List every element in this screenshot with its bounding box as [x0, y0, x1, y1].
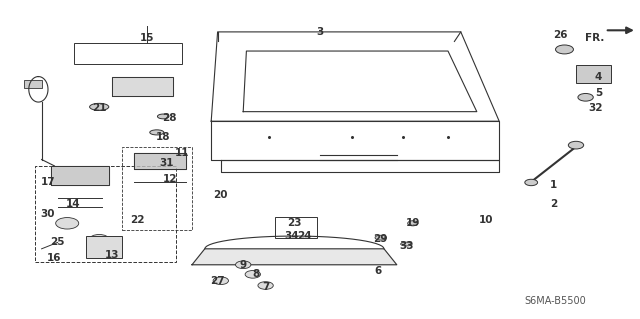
Ellipse shape: [375, 235, 387, 240]
Circle shape: [578, 93, 593, 101]
Polygon shape: [192, 249, 397, 265]
Bar: [275, 217, 317, 238]
Circle shape: [90, 234, 109, 244]
Bar: [24, 80, 42, 88]
Text: 7: 7: [262, 282, 269, 292]
Ellipse shape: [90, 103, 109, 110]
Text: 21: 21: [92, 103, 106, 114]
Text: 16: 16: [47, 253, 61, 263]
Ellipse shape: [401, 242, 412, 246]
Text: 23: 23: [287, 218, 301, 228]
Text: 11: 11: [175, 148, 189, 158]
Text: 10: 10: [479, 215, 493, 225]
Bar: [122, 147, 192, 230]
Text: 18: 18: [156, 132, 170, 142]
Text: 4: 4: [595, 71, 602, 82]
Text: 26: 26: [553, 30, 567, 40]
Circle shape: [236, 261, 251, 269]
Circle shape: [245, 271, 260, 278]
Text: 22: 22: [131, 215, 145, 225]
Circle shape: [568, 141, 584, 149]
Polygon shape: [134, 153, 186, 169]
Text: 6: 6: [374, 266, 381, 276]
Text: 34: 34: [284, 231, 298, 241]
Text: 31: 31: [159, 158, 173, 168]
Ellipse shape: [157, 114, 169, 119]
Bar: [74, 43, 182, 64]
Polygon shape: [112, 77, 173, 96]
Bar: [576, 65, 611, 83]
Text: 1: 1: [550, 180, 557, 190]
Circle shape: [525, 179, 538, 186]
Text: 19: 19: [406, 218, 420, 228]
Text: 32: 32: [588, 103, 602, 114]
Text: 13: 13: [105, 250, 119, 260]
Text: 8: 8: [252, 269, 260, 279]
Bar: [86, 236, 122, 258]
Ellipse shape: [150, 130, 164, 135]
Text: 14: 14: [67, 199, 81, 209]
Text: S6MA-B5500: S6MA-B5500: [525, 296, 586, 306]
Text: 17: 17: [41, 177, 55, 187]
Text: 24: 24: [297, 231, 311, 241]
Circle shape: [258, 282, 273, 289]
Text: 29: 29: [374, 234, 388, 244]
Text: 2: 2: [550, 199, 557, 209]
Circle shape: [556, 45, 573, 54]
Text: 30: 30: [41, 209, 55, 219]
Circle shape: [213, 277, 228, 285]
Text: 33: 33: [399, 241, 413, 251]
Text: 3: 3: [316, 27, 324, 37]
Text: 20: 20: [214, 189, 228, 200]
Text: 28: 28: [163, 113, 177, 123]
Text: 25: 25: [51, 237, 65, 248]
Ellipse shape: [408, 221, 418, 226]
Text: 5: 5: [595, 87, 602, 98]
Text: 15: 15: [140, 33, 154, 43]
Bar: [35, 166, 176, 262]
Polygon shape: [51, 166, 109, 185]
Text: 9: 9: [239, 260, 247, 270]
Circle shape: [56, 218, 79, 229]
Text: 12: 12: [163, 174, 177, 184]
Text: 27: 27: [211, 276, 225, 286]
Text: FR.: FR.: [586, 33, 605, 43]
